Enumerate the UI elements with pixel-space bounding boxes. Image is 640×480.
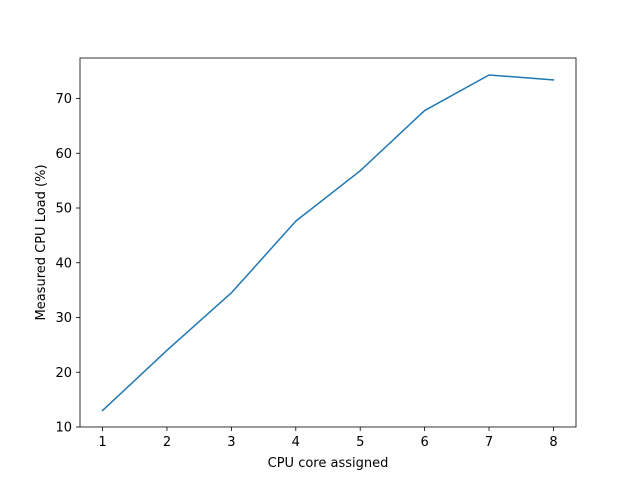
plot-frame <box>79 57 577 428</box>
x-tick-label: 5 <box>356 435 364 450</box>
x-tick-label: 4 <box>292 435 300 450</box>
x-tick-label: 8 <box>549 435 557 450</box>
x-tick-label: 6 <box>420 435 428 450</box>
plot-area <box>80 58 576 427</box>
x-tick-label: 7 <box>485 435 493 450</box>
x-axis-ticks: 1 2 3 4 5 6 7 8 <box>98 427 558 450</box>
y-tick-label: 70 <box>55 92 72 107</box>
x-axis-label: CPU core assigned <box>268 456 389 471</box>
y-tick-label: 40 <box>55 256 72 271</box>
x-tick-label: 3 <box>227 435 235 450</box>
x-tick-label: 2 <box>163 435 171 450</box>
y-tick-label: 30 <box>55 311 72 326</box>
x-tick-label: 1 <box>98 435 106 450</box>
y-tick-label: 10 <box>55 421 72 436</box>
y-tick-label: 50 <box>55 202 72 217</box>
y-tick-label: 60 <box>55 147 72 162</box>
y-tick-label: 20 <box>55 366 72 381</box>
y-axis-label: Measured CPU Load (%) <box>34 164 49 320</box>
y-axis-ticks: 10 20 30 40 50 60 70 <box>55 92 80 436</box>
series-line <box>101 74 555 412</box>
